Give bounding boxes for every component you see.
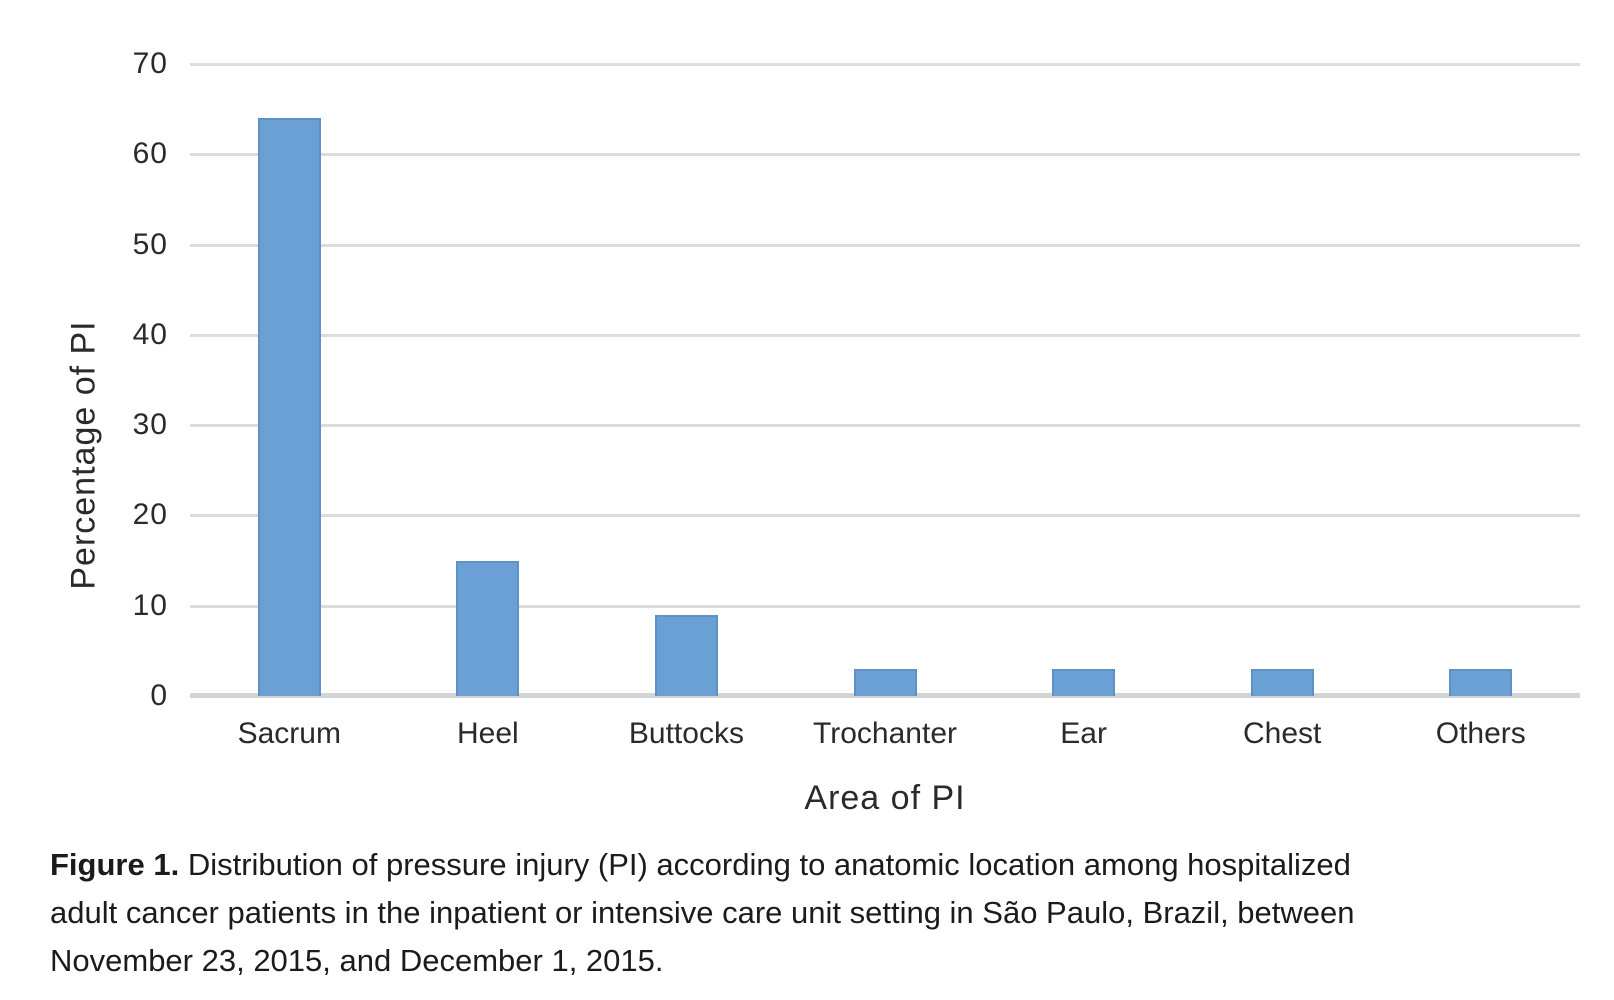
y-tick-label: 50: [132, 227, 168, 261]
y-tick-label: 70: [132, 47, 168, 80]
bar-slot: [984, 64, 1183, 696]
bar-sacrum: [257, 118, 321, 696]
caption-text: Distribution of pressure injury (PI) acc…: [187, 847, 1351, 882]
bars-layer: [190, 64, 1580, 696]
gridline: [190, 604, 1580, 608]
gridline: [190, 424, 1580, 428]
caption-line: Figure 1. Distribution of pressure injur…: [50, 841, 1590, 889]
gridline: [190, 63, 1580, 66]
x-tick-label: Chest: [1242, 717, 1322, 750]
bar-ear: [1052, 668, 1116, 696]
y-tick-label: 20: [132, 498, 168, 532]
bar-chest: [1250, 668, 1314, 696]
gridline: [190, 243, 1580, 247]
gridline: [190, 153, 1580, 157]
y-tick-label: 0: [150, 679, 168, 712]
x-tick-label: Others: [1435, 717, 1526, 750]
caption-figure-label: Figure 1.: [50, 847, 180, 882]
bar-trochanter: [853, 668, 917, 696]
x-tick-label: Ear: [1060, 717, 1107, 750]
bar-slot: [389, 64, 588, 696]
figure-caption: Figure 1. Distribution of pressure injur…: [50, 841, 1590, 985]
x-axis-title: Area of PI: [804, 779, 966, 817]
bar-slot: [786, 64, 985, 696]
x-tick-labels: Sacrum Heel Buttocks Trochanter Ear Chest Othe…: [190, 714, 1580, 754]
bar-slot: [587, 64, 786, 696]
y-tick-label: 60: [132, 137, 168, 171]
bar-others: [1449, 668, 1513, 696]
y-tick-label: 40: [132, 317, 168, 351]
plot-area: [190, 63, 1580, 698]
caption-line: November 23, 2015, and December 1, 2015.: [50, 943, 664, 978]
x-tick-label: Heel: [457, 717, 519, 750]
bar-slot: [1183, 64, 1382, 696]
bar-heel: [456, 560, 520, 696]
x-tick-label: Buttocks: [628, 717, 744, 750]
bar-slot: [1381, 64, 1580, 696]
bar-buttocks: [654, 614, 718, 696]
x-tick-label: Trochanter: [813, 717, 957, 750]
caption-line: adult cancer patients in the inpatient o…: [50, 895, 1355, 930]
bar-slot: [190, 64, 389, 696]
x-tick-label: Sacrum: [237, 717, 341, 750]
y-tick-labels: 0 10 20 30 40 50 60 70: [0, 47, 168, 712]
y-tick-label: 30: [132, 408, 168, 442]
gridline: [190, 514, 1580, 518]
y-tick-label: 10: [132, 588, 168, 622]
gridline: [190, 333, 1580, 337]
